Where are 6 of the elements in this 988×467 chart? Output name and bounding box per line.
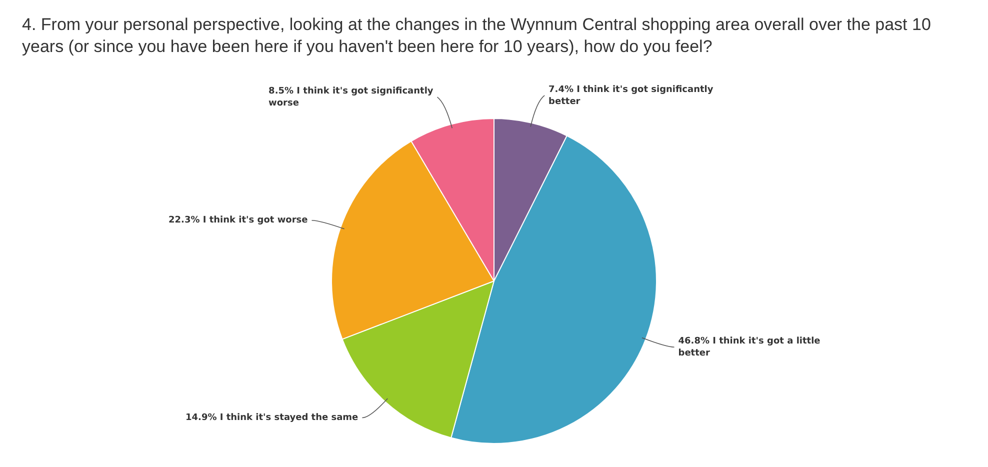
slice-label: 8.5% I think it's got significantly worse (268, 86, 434, 108)
slice-label: 46.8% I think it's got a little better (678, 336, 820, 358)
slice-label: 7.4% I think it's got significantly better (548, 84, 714, 107)
slice-label: 22.3% I think it's got worse (168, 216, 308, 226)
chart-title: 4. From your personal perspective, looking at the changes in the Wynnum Central shopping area overall over the past 10 years (or since you have been here if you haven't been here for 10 years), how do you feel? (21, 14, 932, 58)
slice-label: 14.9% I think it's stayed the same (186, 413, 358, 424)
